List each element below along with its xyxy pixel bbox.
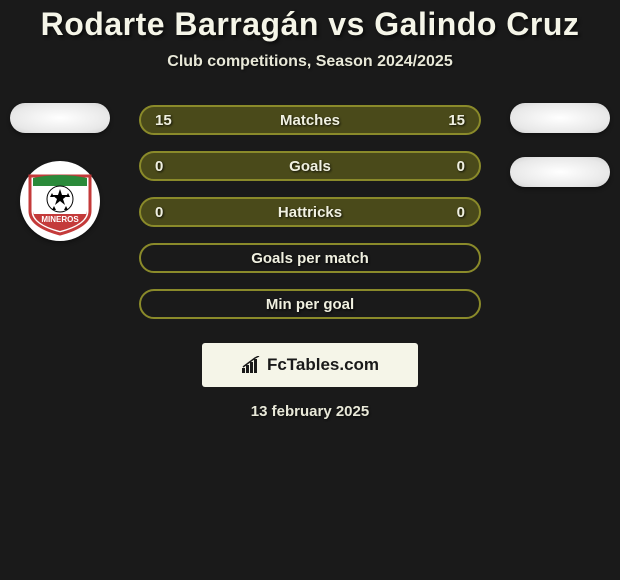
date-label: 13 february 2025: [251, 403, 369, 420]
stat-value-left: 0: [155, 204, 163, 221]
stat-row: Min per goal: [139, 289, 481, 319]
stat-row: Goals per match: [139, 243, 481, 273]
stat-label: Matches: [280, 112, 340, 129]
bar-chart-icon: [241, 356, 263, 374]
page-title: Rodarte Barragán vs Galindo Cruz: [41, 6, 580, 43]
svg-text:MINEROS: MINEROS: [41, 215, 79, 224]
page-subtitle: Club competitions, Season 2024/2025: [167, 53, 452, 71]
player-avatar-right: [510, 103, 610, 133]
player-avatar-left: [10, 103, 110, 133]
stat-value-right: 15: [448, 112, 465, 129]
stat-value-left: 0: [155, 158, 163, 175]
comparison-area: MINEROS 15 Matches 15 0 Goals 0 0 Hattricks 0 Goa…: [0, 105, 620, 420]
brand-text: FcTables.com: [267, 355, 379, 375]
stat-value-left: 15: [155, 112, 172, 129]
stat-label: Hattricks: [278, 204, 342, 221]
stat-row: 15 Matches 15: [139, 105, 481, 135]
stat-value-right: 0: [457, 204, 465, 221]
stat-row: 0 Hattricks 0: [139, 197, 481, 227]
club-badge-left: MINEROS: [20, 161, 100, 241]
brand-badge: FcTables.com: [202, 343, 418, 387]
stat-row: 0 Goals 0: [139, 151, 481, 181]
stat-label: Goals: [289, 158, 331, 175]
stat-label: Min per goal: [266, 296, 354, 313]
stat-label: Goals per match: [251, 250, 369, 267]
club-badge-right: [510, 157, 610, 187]
mineros-logo-icon: MINEROS: [25, 166, 95, 236]
stat-value-right: 0: [457, 158, 465, 175]
